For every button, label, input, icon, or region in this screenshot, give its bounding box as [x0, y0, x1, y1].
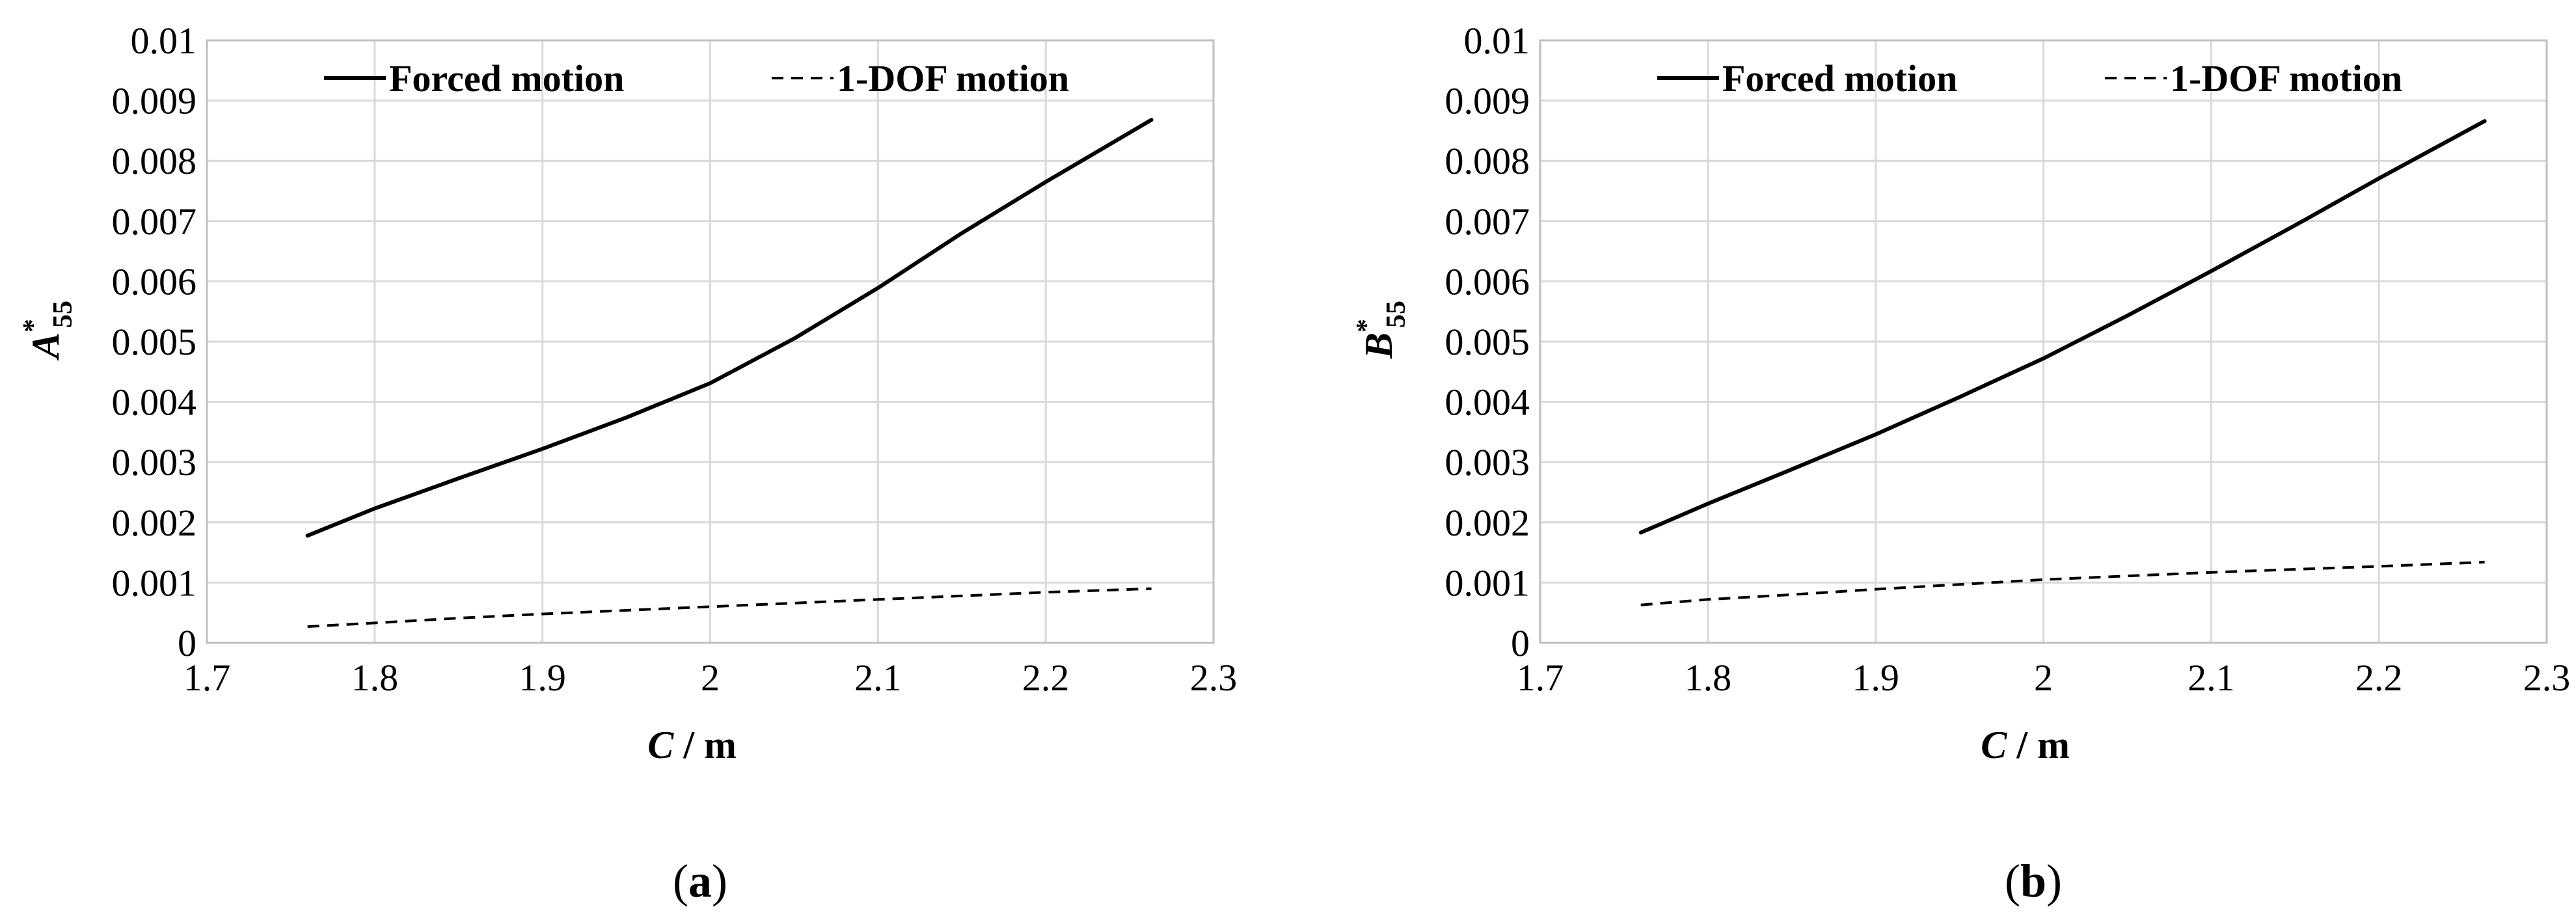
x-tick-label: 1.7	[183, 657, 231, 699]
series-line-1dof	[307, 587, 1152, 628]
y-tick-label: 0.008	[112, 140, 197, 182]
x-tick-label: 2.2	[2355, 657, 2403, 699]
x-tick-labels-b: 1.7 1.8 1.9 2 2.1 2.2 2.3	[1517, 657, 2571, 699]
x-tick-label: 1.8	[1685, 657, 1732, 699]
x-tick-label: 1.7	[1517, 657, 1564, 699]
legend-b: Forced motion 1-DOF motion	[1657, 57, 2402, 100]
x-tick-label: 2.1	[854, 657, 902, 699]
x-tick-label: 1.9	[1852, 657, 1899, 699]
legend-label-forced-a: Forced motion	[389, 57, 624, 100]
series-line-forced	[305, 118, 1154, 538]
y-tick-label: 0.005	[112, 321, 197, 363]
x-tick-label: 1.8	[351, 657, 399, 699]
panel-label-a: (a)	[673, 855, 727, 907]
legend-label-1dof-a: 1-DOF motion	[837, 57, 1069, 100]
y-axis-title-b: B*55	[1351, 301, 1411, 359]
series-lines-a	[305, 118, 1154, 628]
panel-letter-b: b	[2020, 855, 2046, 907]
y-tick-label: 0.009	[112, 80, 197, 122]
y-tick-label: 0.009	[1445, 80, 1530, 122]
y-tick-label: 0.01	[1464, 20, 1530, 62]
x-tick-label: 2.3	[2523, 657, 2571, 699]
y-tick-label: 0.001	[112, 562, 197, 604]
y-tick-label: 0.007	[1445, 200, 1530, 243]
x-axis-unit-a: / m	[673, 724, 737, 766]
gridlines-a	[206, 39, 1215, 644]
panel-paren-close-a: )	[712, 855, 727, 907]
y-tick-label: 0.008	[1445, 140, 1530, 182]
legend-a: Forced motion 1-DOF motion	[324, 57, 1069, 100]
x-tick-labels-a: 1.7 1.8 1.9 2 2.1 2.2 2.3	[183, 657, 1238, 699]
gridlines-b	[1539, 39, 2548, 644]
series-line-forced	[1638, 119, 2487, 535]
y-tick-label: 0.006	[112, 260, 197, 303]
y-tick-label: 0.001	[1445, 562, 1530, 604]
y-axis-sub-a: 55	[48, 301, 78, 328]
x-axis-unit-b: / m	[2007, 724, 2070, 766]
panel-letter-a: a	[688, 855, 712, 907]
y-tick-label: 0.004	[112, 381, 197, 424]
y-tick-labels-b: 0 0.001 0.002 0.003 0.004 0.005 0.006 0.007 0.00…	[1445, 20, 1530, 664]
chart-panel-a: 1.7 1.8 1.9 2 2.1 2.2 2.3 0 0.001 0.002 0.003 0.00…	[18, 20, 1237, 907]
y-tick-label: 0.01	[131, 20, 197, 62]
y-tick-label: 0	[178, 622, 197, 664]
y-tick-label: 0.003	[1445, 441, 1530, 483]
x-axis-title-a: C / m	[647, 724, 737, 766]
y-axis-title-a: A*55	[18, 301, 78, 361]
x-tick-label: 2	[701, 657, 720, 699]
panel-paren-close-b: )	[2046, 855, 2062, 907]
panel-paren-open-b: (	[2005, 855, 2020, 907]
y-tick-label: 0.006	[1445, 260, 1530, 303]
y-axis-sup-b: *	[1351, 319, 1381, 332]
x-tick-label: 2.3	[1190, 657, 1238, 699]
x-tick-label: 2.1	[2188, 657, 2235, 699]
y-axis-symbol-a: A	[24, 332, 67, 361]
y-axis-symbol-b: B	[1357, 332, 1400, 359]
y-axis-sup-a: *	[18, 319, 48, 332]
x-tick-label: 2	[2034, 657, 2053, 699]
y-tick-label: 0.003	[112, 441, 197, 483]
y-tick-label: 0.004	[1445, 381, 1530, 424]
x-tick-label: 1.9	[519, 657, 566, 699]
plot-frame-a	[206, 39, 1215, 644]
y-tick-label: 0	[1511, 622, 1530, 664]
x-tick-label: 2.2	[1022, 657, 1070, 699]
x-axis-symbol-a: C	[647, 724, 674, 766]
y-tick-label: 0.002	[1445, 502, 1530, 544]
y-tick-labels-a: 0 0.001 0.002 0.003 0.004 0.005 0.006 0.007 0.00…	[112, 20, 197, 664]
series-line-1dof	[1640, 560, 2485, 606]
legend-label-forced-b: Forced motion	[1722, 57, 1957, 100]
panel-label-b: (b)	[2005, 855, 2062, 907]
legend-label-1dof-b: 1-DOF motion	[2170, 57, 2402, 100]
y-tick-label: 0.005	[1445, 321, 1530, 363]
y-axis-sub-b: 55	[1381, 301, 1411, 328]
plot-frame-b	[1539, 39, 2548, 644]
series-lines-b	[1638, 119, 2487, 606]
x-axis-title-b: C / m	[1981, 724, 2070, 766]
x-axis-symbol-b: C	[1981, 724, 2007, 766]
y-tick-label: 0.007	[112, 200, 197, 243]
y-tick-label: 0.002	[112, 502, 197, 544]
chart-panel-b: 1.7 1.8 1.9 2 2.1 2.2 2.3 0 0.001 0.002 0.003 0.00…	[1351, 20, 2570, 907]
panel-paren-open-a: (	[673, 855, 688, 907]
